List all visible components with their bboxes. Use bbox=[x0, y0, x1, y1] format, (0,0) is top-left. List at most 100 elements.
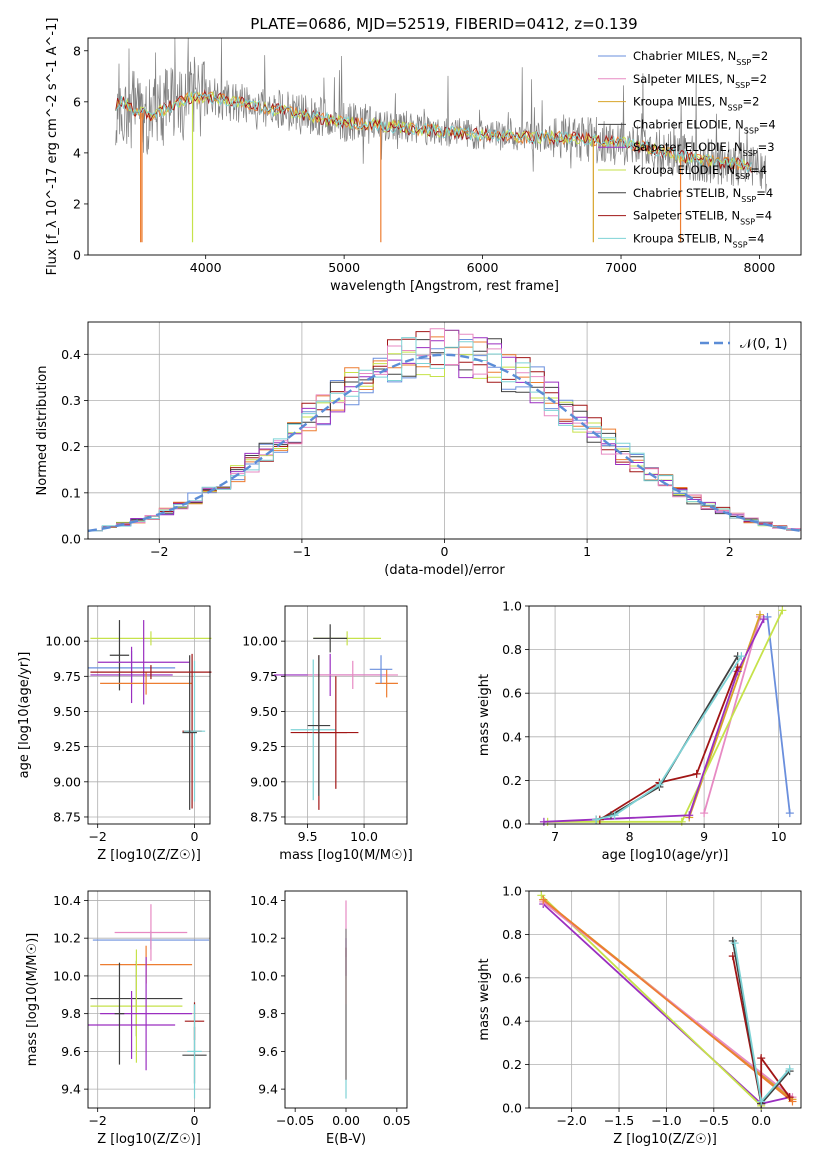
frame-mass-weight-vs-age bbox=[528, 605, 802, 825]
y-tick-label: 0.2 bbox=[502, 1057, 522, 1072]
x-tick-label: −1 bbox=[293, 544, 311, 559]
y-tick-label: 10.2 bbox=[53, 931, 81, 946]
y-tick-label: 8.75 bbox=[53, 809, 81, 824]
legend-entry: Kroupa ELODIE, NSSP=4 bbox=[633, 163, 767, 181]
y-tick-label: 8 bbox=[73, 43, 81, 58]
y-axis-label: age [log10(age/yr)] bbox=[17, 652, 32, 779]
y-tick-label: 1.0 bbox=[502, 884, 522, 899]
legend: Chabrier MILES, NSSP=2 Salpeter MILES, NS… bbox=[598, 49, 776, 249]
figure-title: PLATE=0686, MJD=52519, FIBERID=0412, z=0… bbox=[250, 15, 637, 33]
legend-entry: 𝒩(0, 1) bbox=[740, 337, 787, 352]
y-tick-label: 10.00 bbox=[45, 634, 81, 649]
x-tick-label: 7 bbox=[551, 829, 559, 844]
legend-entry: Kroupa STELIB, NSSP=4 bbox=[633, 231, 764, 249]
frame-mass-vs-Z bbox=[87, 890, 211, 1109]
y-tick-label: 10.4 bbox=[53, 893, 81, 908]
x-axis-label: Z [log10(Z/Z☉)] bbox=[613, 1132, 717, 1147]
x-tick-label: 8000 bbox=[744, 260, 776, 275]
axes-mass-vs-Z: −2 0 9.4 9.6 9.8 10.0 10.2 10.4 bbox=[53, 891, 210, 1128]
axes-mass-vs-ebv: −0.05 0.00 0.05 9.4 9.6 9.8 10.0 10.2 10.4 bbox=[250, 893, 411, 1128]
y-tick-label: 0.0 bbox=[502, 817, 522, 832]
y-tick-label: 4 bbox=[73, 145, 81, 160]
axes-mass-weight-vs-age: 7 8 9 10 0.0 0.2 0.4 0.6 0.8 1.0 bbox=[502, 599, 801, 844]
x-tick-label: −2.0 bbox=[556, 1113, 586, 1128]
x-tick-label: 0.00 bbox=[332, 1113, 360, 1128]
y-axis-label: mass [log10(M/M☉)] bbox=[25, 933, 40, 1066]
legend-entry: Chabrier ELODIE, NSSP=4 bbox=[633, 117, 776, 135]
y-tick-label: 0.2 bbox=[502, 773, 522, 788]
legend-entry: Salpeter ELODIE, NSSP=3 bbox=[633, 140, 775, 158]
x-axis-label: Z [log10(Z/Z☉)] bbox=[97, 848, 201, 863]
frame-residuals bbox=[87, 321, 802, 540]
x-axis-label: (data-model)/error bbox=[384, 563, 505, 578]
x-tick-label: 0.0 bbox=[751, 1113, 771, 1128]
x-tick-label: 0 bbox=[191, 829, 199, 844]
y-tick-label: 0.8 bbox=[502, 927, 522, 942]
y-tick-label: 2 bbox=[73, 196, 81, 211]
x-tick-label: 10 bbox=[771, 829, 787, 844]
y-tick-label: 10.4 bbox=[250, 893, 278, 908]
y-tick-label: 10.2 bbox=[250, 931, 278, 946]
x-axis-label: mass [log10(M/M☉)] bbox=[279, 848, 412, 863]
x-axis-label: Z [log10(Z/Z☉)] bbox=[97, 1132, 201, 1147]
y-tick-label: 9.4 bbox=[258, 1082, 278, 1097]
model-spectrum bbox=[115, 91, 752, 173]
legend-entry: Salpeter MILES, NSSP=2 bbox=[633, 72, 767, 90]
x-tick-label: 1 bbox=[583, 544, 591, 559]
y-tick-label: 9.25 bbox=[53, 739, 81, 754]
axes-spectrum: 4000 5000 6000 7000 8000 0 2 4 6 8 bbox=[73, 43, 775, 275]
x-tick-label: 0 bbox=[441, 544, 449, 559]
weight-series-line bbox=[766, 616, 791, 814]
x-tick-label: −1.0 bbox=[651, 1113, 681, 1128]
legend-entry: Salpeter STELIB, NSSP=4 bbox=[633, 209, 772, 227]
weight-series-line bbox=[595, 655, 743, 821]
x-tick-label: 8 bbox=[626, 829, 634, 844]
frame-mass-weight-vs-Z bbox=[528, 890, 802, 1109]
y-tick-label: 0.8 bbox=[502, 642, 522, 657]
y-tick-label: 9.25 bbox=[250, 739, 278, 754]
y-tick-label: 0.1 bbox=[61, 485, 81, 500]
x-tick-label: 0.05 bbox=[383, 1113, 411, 1128]
y-tick-label: 9.00 bbox=[53, 774, 81, 789]
y-tick-label: 0.3 bbox=[61, 393, 81, 408]
axes-age-vs-Z: −2 0 8.75 9.00 9.25 9.50 9.75 10.00 bbox=[45, 606, 210, 844]
x-tick-label: 0 bbox=[191, 1113, 199, 1128]
y-tick-label: 0.6 bbox=[502, 970, 522, 985]
residual-histogram bbox=[88, 330, 801, 532]
legend-entry: Kroupa MILES, NSSP=2 bbox=[633, 95, 759, 113]
y-tick-label: 10.0 bbox=[53, 968, 81, 983]
observed-spectrum bbox=[115, 37, 767, 193]
x-axis-label: age [log10(age/yr)] bbox=[602, 848, 729, 863]
x-tick-label: 9.5 bbox=[298, 829, 318, 844]
frame-spectrum bbox=[87, 37, 802, 256]
x-axis-label: wavelength [Angstrom, rest frame] bbox=[330, 279, 559, 294]
x-tick-label: 6000 bbox=[467, 260, 499, 275]
weight-series-line bbox=[540, 894, 762, 1107]
axes-age-vs-mass: 9.5 10.0 8.75 9.00 9.25 9.50 9.75 10.00 bbox=[242, 606, 407, 844]
y-tick-label: 1.0 bbox=[502, 599, 522, 614]
y-tick-label: 0.2 bbox=[61, 439, 81, 454]
y-tick-label: 9.50 bbox=[53, 704, 81, 719]
y-tick-label: 6 bbox=[73, 94, 81, 109]
legend-entry: Chabrier MILES, NSSP=2 bbox=[633, 49, 768, 67]
y-tick-label: 10.0 bbox=[250, 968, 278, 983]
legend-entry: Chabrier STELIB, NSSP=4 bbox=[633, 186, 773, 204]
x-tick-label: −2 bbox=[88, 1113, 106, 1128]
y-tick-label: 0.0 bbox=[61, 532, 81, 547]
x-tick-label: 10.0 bbox=[350, 829, 378, 844]
y-tick-label: 9.8 bbox=[61, 1006, 81, 1021]
y-axis-label: mass weight bbox=[477, 674, 492, 756]
weight-series-line bbox=[688, 614, 761, 818]
x-tick-label: −2 bbox=[150, 544, 168, 559]
residual-histogram bbox=[88, 328, 801, 532]
y-tick-label: 9.75 bbox=[53, 669, 81, 684]
x-axis-label: E(B-V) bbox=[326, 1132, 366, 1147]
frame-mass-vs-ebv bbox=[284, 890, 408, 1109]
y-tick-label: 0 bbox=[73, 248, 81, 263]
y-tick-label: 9.50 bbox=[250, 704, 278, 719]
x-tick-label: 2 bbox=[726, 544, 734, 559]
y-tick-label: 9.6 bbox=[61, 1044, 81, 1059]
y-axis-label: Flux [f_λ 10^-17 erg cm^-2 s^-1 A^-1] bbox=[45, 18, 60, 276]
weight-series-line bbox=[543, 618, 765, 823]
